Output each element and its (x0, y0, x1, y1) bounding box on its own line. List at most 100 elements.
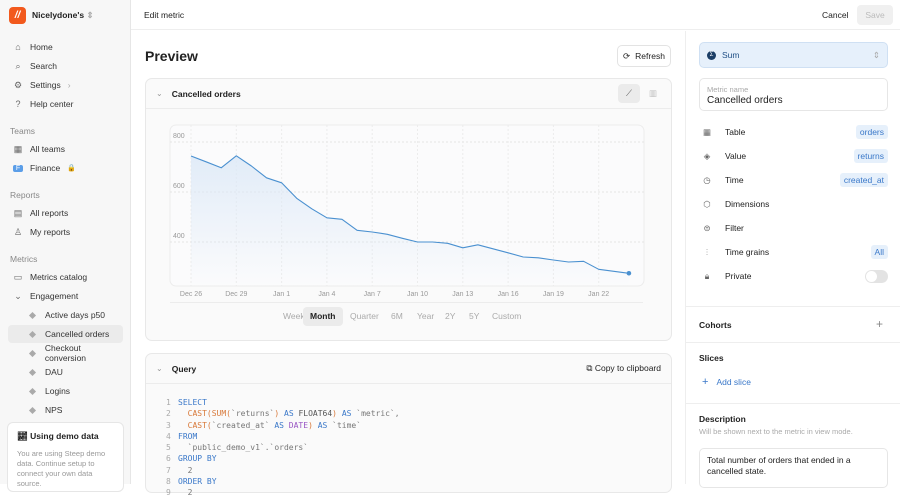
x-tick-label: Jan 13 (452, 291, 473, 298)
code-token: FLOAT64 (298, 409, 332, 418)
aggregation-value: Sum (722, 50, 739, 60)
filter-icon: ⊜ (702, 223, 712, 234)
code-line: 3 CAST(`created_at` AS DATE) AS `time` (166, 420, 400, 431)
code-line: 7 2 (166, 465, 400, 476)
sidebar-metric-selected[interactable]: Cancelled orders (8, 325, 123, 343)
sidebar-metric[interactable]: DAU (8, 363, 123, 381)
team-badge: F (13, 165, 23, 172)
line-number: 7 (166, 465, 178, 476)
workspace-switcher[interactable]: Nicelydone's ⇕ (32, 10, 94, 21)
grain-year[interactable]: Year (410, 307, 441, 326)
code-token (178, 421, 188, 430)
y-tick-label: 800 (173, 133, 185, 140)
sidebar-item-home[interactable]: ⌂Home (8, 38, 123, 56)
cancel-button[interactable]: Cancel (822, 10, 848, 20)
sidebar: // Nicelydone's ⇕ ⌂Home ⌕Search ⚙Setting… (0, 0, 131, 484)
sidebar-metric[interactable]: Active days p50 (8, 306, 123, 324)
catalog-icon: ▭ (13, 272, 23, 283)
sidebar-metric[interactable]: NPS (8, 401, 123, 419)
field-value-tag[interactable]: created_at (840, 173, 888, 187)
sidebar-item-all-reports[interactable]: ▤All reports (8, 204, 123, 222)
line-number: 4 (166, 431, 178, 442)
data-point (627, 271, 632, 276)
y-tick-label: 600 (173, 183, 185, 190)
preview-heading: Preview (145, 48, 198, 64)
demo-data-notice[interactable]: 📈︎ Using demo data You are using Steep d… (7, 422, 124, 492)
save-button[interactable]: Save (857, 5, 893, 25)
nav-label: My reports (30, 227, 70, 237)
lock-icon: 🔒︎ (702, 271, 712, 282)
add-slice-button[interactable]: +Add slice (702, 376, 751, 388)
home-icon: ⌂ (13, 42, 23, 52)
sidebar-item-help[interactable]: ?Help center (8, 95, 123, 113)
metric-icon (29, 311, 36, 318)
time-grains-icon: ⫶ (702, 247, 712, 258)
grain-2y[interactable]: 2Y (438, 307, 462, 326)
nav-label: Metrics catalog (30, 272, 87, 282)
query-title: Query (172, 364, 197, 374)
grain-6m[interactable]: 6M (384, 307, 410, 326)
grain-5y[interactable]: 5Y (462, 307, 486, 326)
sidebar-item-search[interactable]: ⌕Search (8, 57, 123, 75)
code-token: ORDER BY (178, 477, 217, 486)
code-token: CAST( (188, 421, 212, 430)
code-token: AS (270, 421, 289, 430)
user-icon: ♙ (13, 227, 23, 238)
help-icon: ? (13, 99, 23, 109)
field-value-tag[interactable]: All (871, 245, 888, 259)
x-tick-label: Dec 29 (225, 291, 247, 298)
workspace-name: Nicelydone's (32, 10, 84, 20)
grain-quarter[interactable]: Quarter (343, 307, 386, 326)
add-cohort-button[interactable]: + (876, 317, 883, 331)
sidebar-group-engagement[interactable]: ⌄Engagement (8, 287, 123, 305)
metric-icon (29, 368, 36, 375)
field-value-tag[interactable]: orders (856, 125, 888, 139)
x-tick-label: Jan 19 (543, 291, 564, 298)
field-value-tag[interactable]: returns (854, 149, 888, 163)
field-dimensions[interactable]: ⬡Dimensions (702, 196, 888, 212)
demo-text: You are using Steep demo data. Continue … (17, 449, 114, 489)
grain-custom[interactable]: Custom (485, 307, 528, 326)
line-number: 2 (166, 408, 178, 419)
field-filter[interactable]: ⊜Filter (702, 220, 888, 236)
add-slice-label: Add slice (716, 377, 751, 387)
switch-icon: ⇕ (86, 10, 93, 20)
query-card-header[interactable]: ⌄Query ⧉ Copy to clipboard (146, 354, 671, 384)
private-toggle[interactable] (865, 270, 888, 283)
sidebar-item-my-reports[interactable]: ♙ My reports (8, 223, 123, 241)
sidebar-item-metrics-catalog[interactable]: ▭ Metrics catalog (8, 268, 123, 286)
field-label: Table (725, 127, 745, 137)
grain-month[interactable]: Month (303, 307, 343, 326)
refresh-button[interactable]: ⟳Refresh (617, 45, 671, 67)
field-label: Dimensions (725, 199, 769, 209)
nav-label: Engagement (30, 291, 78, 301)
sidebar-metric[interactable]: Logins (8, 382, 123, 400)
description-textarea[interactable]: Total number of orders that ended in a c… (699, 448, 888, 488)
sidebar-item-all-teams[interactable]: ▦All teams (8, 140, 123, 158)
code-line: 9 2 (166, 487, 400, 498)
sidebar-item-settings[interactable]: ⚙Settings› (8, 76, 123, 94)
nav-label: Search (30, 61, 57, 71)
metric-icon (29, 349, 36, 356)
lock-icon: 🔒 (67, 164, 76, 172)
sidebar-metric[interactable]: Checkout conversion (8, 344, 123, 362)
code-token (178, 409, 188, 418)
copy-to-clipboard-button[interactable]: ⧉ Copy to clipboard (586, 363, 661, 374)
field-label: Value (725, 151, 746, 161)
clock-icon: ◷ (702, 175, 712, 186)
field-private[interactable]: 🔒︎Private (702, 268, 888, 284)
code-token: `metric`, (356, 409, 399, 418)
divider (686, 306, 900, 307)
